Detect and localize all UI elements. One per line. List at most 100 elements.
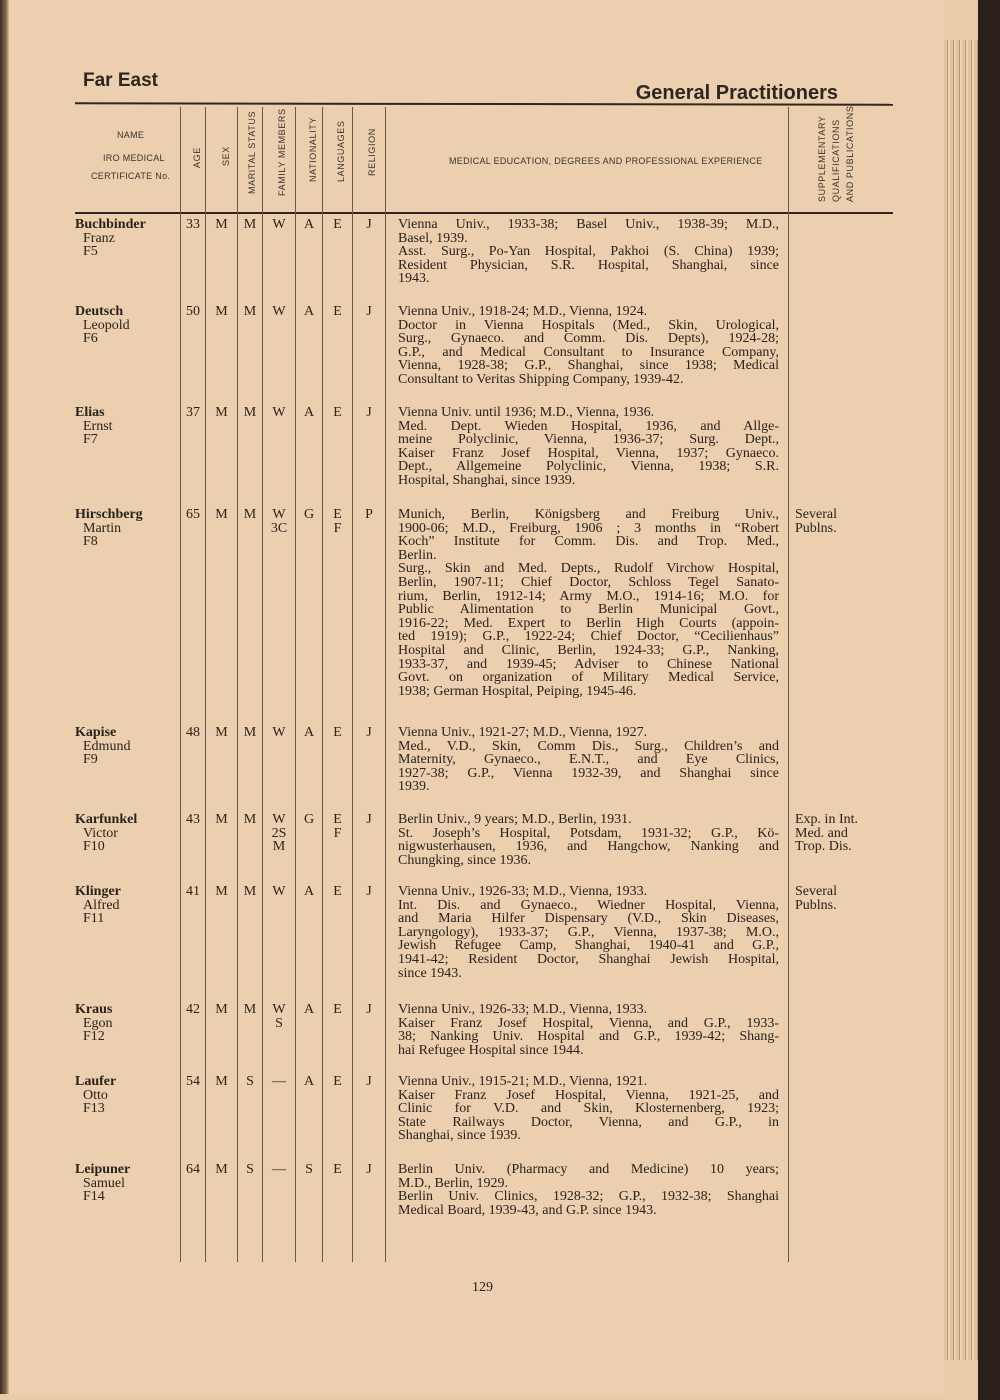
experience-line: G.P., and Medical Consultant to Insuranc… [398,344,779,360]
given-name: Alfred [83,897,120,913]
experience-line: Berlin Univ. (Pharmacy and Medicine) 10 … [398,1162,779,1177]
experience-line: rium, Berlin, 1912-14; Army M.O., 1914-1… [398,588,779,604]
experience-line: M.D., Berlin, 1929. [398,1175,509,1191]
experience-line: meine Polyclinic, Vienna, 1936-37; Surg.… [398,432,779,448]
marital-cell: S [246,1162,254,1177]
experience-line: Dept., Allgemeine Polyclinic, Vienna, 19… [398,459,779,475]
col-supp-3: AND PUBLICATIONS [845,105,855,202]
experience-line: 1939. [398,779,430,795]
experience-line: Clinic for V.D. and Skin, Klosternenberg… [398,1101,779,1117]
family-cell: W [272,405,286,420]
age-cell: 64 [186,1162,200,1177]
certificate-number: F12 [83,1029,105,1045]
nationality-cell: A [303,1074,315,1089]
surname: Kraus [75,1002,113,1017]
experience-line: Jewish Refugee Camp, Shanghai, 1940-41 a… [398,938,779,954]
certificate-number: F14 [83,1189,105,1205]
nationality-cell: A [303,725,315,740]
col-supp-1: SUPPLEMENTARY [817,115,827,203]
marital-cell: M [243,812,257,827]
document-page: Far East General Practitioners NAME IRO … [9,0,944,1394]
marital-cell: M [243,884,257,899]
marital-cell: M [243,217,257,232]
surname: Karfunkel [75,812,138,827]
col-name: NAME [117,130,145,140]
given-name: Franz [83,230,115,246]
experience-line: Shanghai, since 1939. [398,1128,521,1144]
age-cell: 50 [186,304,200,319]
column-divider [237,107,238,1262]
age-cell: 43 [186,812,200,827]
languages-cell: E [333,1074,342,1089]
experience-line: nigwusterhausen, 1936, and Hangchow, Nan… [398,839,779,855]
column-divider [205,107,206,1262]
surname: Hirschberg [75,507,143,522]
experience-line: Berlin, 1907-11; Chief Doctor, Schloss T… [398,574,779,590]
experience-line: Int. Dis. and Gynaeco., Wiedner Hospital… [398,897,779,913]
experience-cell: Berlin Univ., 9 years; M.D., Berlin, 193… [398,813,779,867]
marital-cell: S [246,1074,254,1089]
languages-cell: E [333,217,342,232]
experience-cell: Vienna Univ., 1926-33; M.D., Vienna, 193… [398,1003,779,1057]
given-name: Victor [83,825,118,841]
column-divider [788,107,789,1262]
surname: Buchbinder [75,217,146,232]
nationality-cell: A [303,304,315,319]
sex-cell: M [215,405,228,420]
religion-cell: J [366,884,372,899]
languages-cell: E [333,884,342,899]
col-cert: CERTIFICATE No. [91,171,171,181]
surname: Deutsch [75,304,124,319]
languages-cell: E [333,725,342,740]
name-cell: Kraus Egon F12 [75,1003,113,1044]
experience-line: Vienna Univ. until 1936; M.D., Vienna, 1… [398,405,655,420]
col-family: FAMILY MEMBERS [277,108,287,196]
supplementary-cell: Several Publns. [795,884,837,913]
col-religion: RELIGION [367,128,377,176]
sex-cell: M [215,217,228,232]
family-cell: W [272,725,286,740]
sex-cell: M [215,1162,228,1177]
experience-line: 1938; German Hospital, Peiping, 1945-46. [398,683,637,699]
languages-cell: E [333,1162,342,1177]
name-cell: Laufer Otto F13 [75,1075,116,1116]
surname: Kapise [75,725,117,740]
nationality-cell: A [303,217,315,232]
experience-line: ted 1919); G.P., 1922-24; Chief Doctor, … [398,629,779,645]
age-cell: 37 [186,405,200,420]
religion-cell: J [366,725,372,740]
name-cell: Elias Ernst F7 [75,406,113,447]
name-cell: Karfunkel Victor F10 [75,813,137,854]
nationality-cell: A [303,1002,315,1017]
given-name: Otto [83,1087,108,1103]
experience-line: Vienna Univ., 1918-24; M.D., Vienna, 192… [398,304,648,319]
certificate-number: F10 [83,839,105,855]
certificate-number: F5 [83,244,98,260]
experience-line: 1933-37, and 1939-45; Adviser to Chinese… [398,656,779,672]
header-bottom-rule [75,212,893,214]
experience-line: Munich, Berlin, Königsberg and Freiburg … [398,507,779,522]
certificate-number: F6 [83,331,98,347]
experience-line: Med. Dept. Wieden Hospital, 1936, and Al… [398,418,779,434]
experience-line: Vienna, 1928-38; G.P., Shanghai, since 1… [398,358,779,374]
languages-cell: E [333,304,342,319]
experience-line: Med., V.D., Skin, Comm Dis., Surg., Chil… [398,738,779,754]
experience-line: State Railways Doctor, Vienna, and G.P.,… [398,1114,779,1130]
sex-cell: M [215,1002,228,1017]
experience-cell: Munich, Berlin, Königsberg and Freiburg … [398,508,779,698]
family-cell: W 3C [270,507,288,536]
age-cell: 48 [186,725,200,740]
family-cell: W [272,884,286,899]
sex-cell: M [215,812,228,827]
col-languages: LANGUAGES [336,120,346,182]
col-supp-2: QUALIFICATIONS [831,119,841,202]
experience-line: Asst. Surg., Po-Yan Hospital, Pakhoi (S.… [398,244,779,260]
experience-line: Hospital and Clinic, Berlin, 1924-33; G.… [398,642,779,658]
book-spine-shadow [0,0,9,1394]
marital-cell: M [243,405,257,420]
experience-line: Public Alimentation to Berlin Municipal … [398,602,779,618]
languages-cell: E [333,405,342,420]
sex-cell: M [215,725,228,740]
sex-cell: M [215,304,228,319]
top-rule [74,102,894,106]
